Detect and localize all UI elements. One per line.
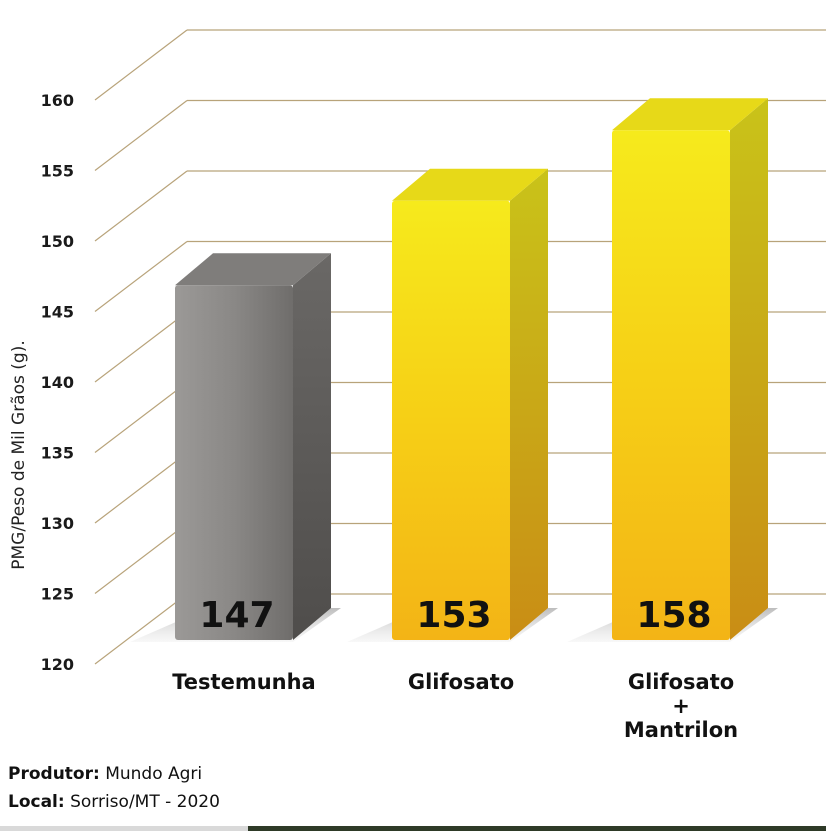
- y-tick-label: 150: [41, 232, 74, 251]
- producer-value: Mundo Agri: [99, 764, 203, 784]
- producer-label: Produtor:: [8, 764, 100, 784]
- y-tick-label: 140: [41, 373, 74, 392]
- bar-side-face: [730, 98, 768, 640]
- data-label: 153: [416, 595, 491, 636]
- y-tick-label: 135: [41, 444, 74, 463]
- bar-side-face: [510, 168, 548, 640]
- gridline-diagonal: [94, 170, 188, 242]
- bottom-band-right: [248, 826, 826, 831]
- bar-top-face: [612, 98, 768, 131]
- bar-top-face: [175, 253, 331, 286]
- bar: [392, 200, 510, 640]
- bottom-color-band: [0, 826, 826, 831]
- category-label: Mantrilon: [624, 718, 738, 742]
- gridline-diagonal: [94, 29, 188, 101]
- location-value: Sorriso/MT - 2020: [64, 792, 220, 812]
- gridline-diagonal: [94, 241, 188, 312]
- gridline-diagonal: [94, 382, 188, 453]
- bar: [175, 285, 293, 640]
- y-tick-label: 160: [41, 91, 74, 110]
- y-tick-label: 145: [41, 303, 74, 322]
- y-tick-label: 120: [41, 655, 74, 674]
- data-labels: 147 153 158: [199, 595, 711, 636]
- y-axis-ticks: 120 125 130 135 140 145 150 155 160: [41, 91, 74, 674]
- bottom-band-left: [0, 826, 248, 831]
- bar-side-face: [293, 253, 331, 641]
- gridline-diagonal: [94, 452, 188, 524]
- category-label: Glifosato: [408, 670, 514, 694]
- x-axis-categories: Testemunha Glifosato Glifosato+Mantrilon: [172, 670, 738, 742]
- gridline-diagonal: [94, 311, 188, 383]
- category-label: Glifosato: [628, 670, 734, 694]
- category-label: Testemunha: [172, 670, 315, 694]
- gridline-diagonal: [94, 593, 188, 665]
- data-label: 147: [199, 595, 274, 636]
- y-tick-label: 130: [41, 514, 74, 533]
- y-tick-label: 155: [41, 162, 74, 181]
- producer-line: Produtor: Mundo Agri: [8, 764, 202, 784]
- bar: [612, 130, 730, 640]
- y-axis-label: PMG/Peso de Mil Grãos (g).: [9, 340, 29, 569]
- y-tick-label: 125: [41, 585, 74, 604]
- gridline-diagonal: [94, 523, 188, 594]
- location-label: Local:: [8, 792, 65, 812]
- category-label: +: [672, 694, 690, 718]
- data-label: 158: [636, 595, 711, 636]
- gridline-diagonal: [94, 100, 188, 171]
- bar-top-face: [392, 168, 548, 201]
- location-line: Local: Sorriso/MT - 2020: [8, 792, 220, 812]
- bars: [175, 98, 768, 641]
